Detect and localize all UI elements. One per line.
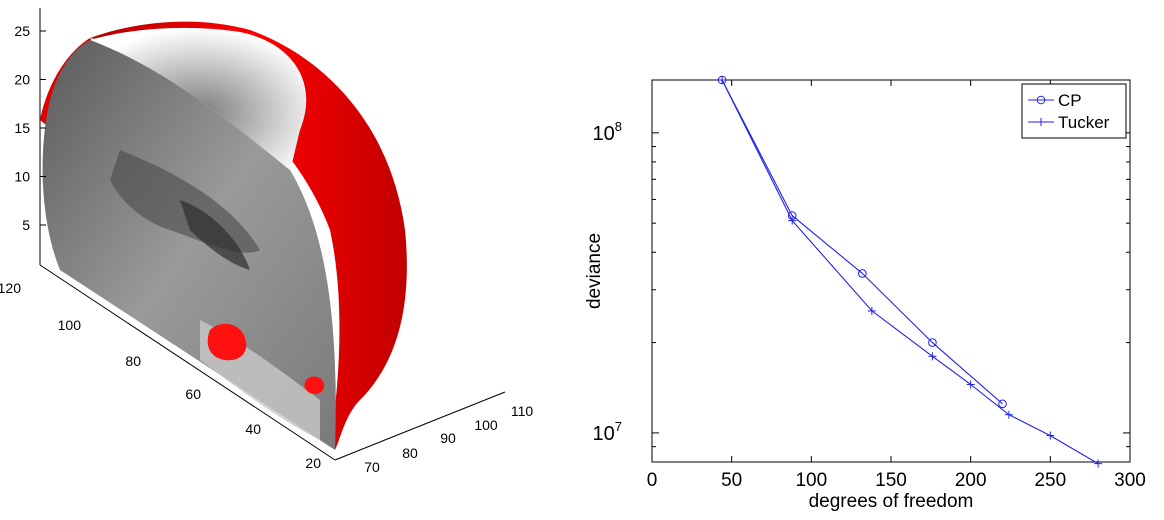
sagittal-slice (42, 40, 336, 450)
x-tick-label: 50 (721, 470, 742, 491)
x-tick-label: 300 (1114, 470, 1146, 491)
legend-label: CP (1058, 91, 1082, 110)
y-tick-label: 107 (593, 419, 622, 445)
red-blob-1 (207, 323, 247, 361)
y-tick-label: 100 (58, 317, 82, 333)
red-surface (90, 21, 407, 451)
top-slice (90, 27, 307, 171)
data-point-circle (998, 399, 1007, 409)
y-tick-label: 80 (125, 353, 141, 369)
data-point-plus (928, 352, 937, 361)
y-tick-label: 108 (593, 119, 622, 145)
z-tick-label: 25 (14, 23, 30, 39)
slice-inner-structure (110, 150, 260, 253)
x-tick-label: 200 (955, 470, 987, 491)
z-tick-label: 5 (22, 217, 30, 233)
data-point-plus (867, 306, 876, 315)
red-blob-2 (304, 376, 325, 394)
data-point-plus (788, 216, 797, 225)
data-point-plus (966, 380, 975, 389)
z-axis-ticks: 5 10 15 20 25 (14, 23, 46, 233)
x-axis-ticks: 0 50 100 150 200 250 300 (647, 80, 1146, 491)
z-tick-label: 15 (14, 120, 30, 136)
legend-label: Tucker (1058, 113, 1110, 132)
data-point-plus (1037, 118, 1045, 126)
y-tick-label: 120 (0, 280, 21, 296)
z-tick-label: 20 (14, 72, 30, 88)
data-point-circle (858, 269, 867, 278)
data-point-plus (718, 76, 727, 84)
legend-box (1021, 83, 1127, 139)
y-tick-label: 20 (305, 455, 321, 471)
x-tick-label: 110 (511, 403, 534, 419)
deviance-chart: 0 50 100 150 200 250 300 107 108 degrees of fre… (580, 0, 1164, 515)
x-axis-ticks: 70 80 90 100 110 (364, 403, 533, 475)
y-axis-label: deviance (584, 233, 605, 309)
x-tick-label: 80 (402, 445, 418, 461)
series-line-cp (721, 79, 1003, 405)
data-point-plus (1094, 459, 1103, 468)
deviance-chart-svg: 0 50 100 150 200 250 300 107 108 degrees of fre… (584, 75, 1146, 512)
x-tick-label: 150 (875, 470, 907, 491)
y-axis-line (39, 264, 336, 461)
series-line-tucker (721, 79, 1099, 465)
slice-ventricle (180, 200, 250, 270)
y-tick-label: 60 (185, 386, 201, 402)
y-axis-ticks: 107 108 (593, 119, 1130, 463)
z-tick-label: 10 (14, 169, 30, 185)
x-tick-label: 100 (795, 470, 827, 491)
x-axis-label: degrees of freedom (809, 491, 974, 512)
data-point-circle (928, 338, 937, 347)
x-tick-label: 100 (474, 417, 498, 433)
data-point-plus (1046, 431, 1055, 440)
data-point-circle (1036, 95, 1046, 105)
legend: CP Tucker (1021, 83, 1127, 139)
x-tick-label: 250 (1034, 470, 1066, 491)
x-tick-label: 90 (440, 430, 456, 446)
x-tick-label: 70 (364, 459, 380, 475)
series-group (717, 75, 1103, 468)
y-axis-ticks: 20 40 60 80 100 120 (0, 280, 321, 471)
brain-3d-plot: 5 10 15 20 25 20 40 60 80 100 120 70 80 90 100 110 (0, 0, 560, 515)
brain-3d-svg: 5 10 15 20 25 20 40 60 80 100 120 70 80 90 100 110 (0, 8, 533, 475)
y-tick-label: 40 (245, 421, 261, 437)
x-axis-line (334, 391, 506, 461)
data-point-plus (1004, 410, 1013, 419)
x-tick-label: 0 (647, 470, 658, 491)
